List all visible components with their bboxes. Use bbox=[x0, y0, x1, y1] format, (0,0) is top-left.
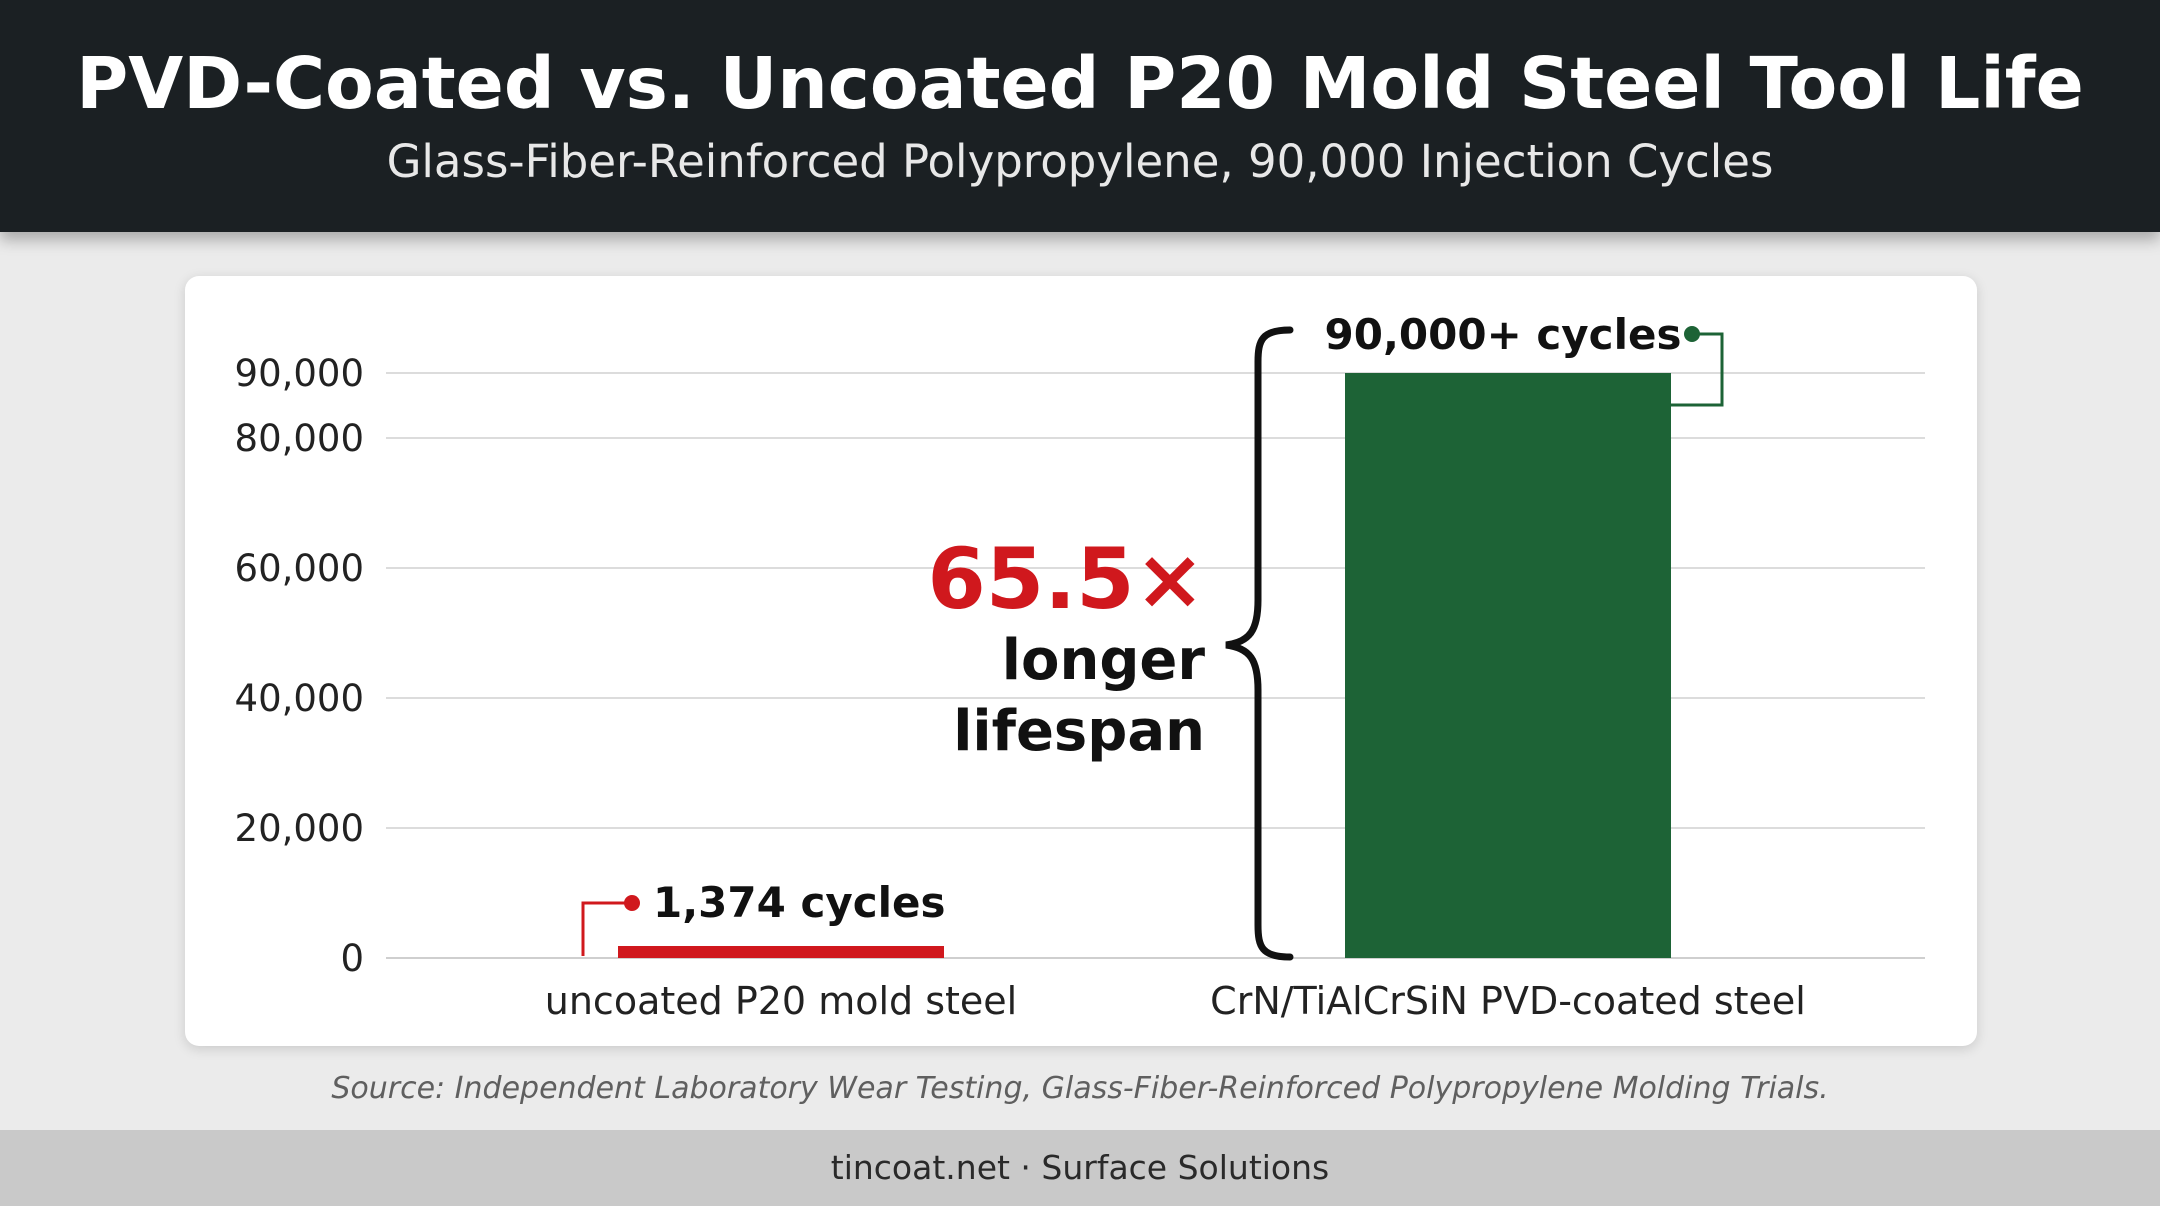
multiplier-value: 65.5× bbox=[927, 530, 1205, 628]
y-tick-label: 60,000 bbox=[235, 547, 364, 590]
x-axis-categories: uncoated P20 mold steel CrN/TiAlCrSiN PVD… bbox=[545, 979, 1806, 1023]
curly-brace bbox=[1225, 326, 1294, 961]
footer-bar: tincoat.net · Surface Solutions bbox=[0, 1130, 2160, 1206]
value-label-coated: 90,000+ cycles bbox=[1325, 310, 1682, 359]
callout-line-coated bbox=[1671, 332, 1724, 407]
source-note: Source: Independent Laboratory Wear Test… bbox=[331, 1071, 1829, 1106]
bars bbox=[618, 373, 1671, 958]
callout-dot-uncoated bbox=[624, 895, 640, 911]
y-tick-label: 20,000 bbox=[235, 807, 364, 850]
annotation-line-2: lifespan bbox=[953, 699, 1205, 764]
chart-subtitle: Glass-Fiber-Reinforced Polypropylene, 90… bbox=[386, 135, 1774, 188]
bar-uncoated bbox=[618, 946, 944, 958]
annotation-line-1: longer bbox=[1002, 628, 1206, 693]
callout-dot-coated bbox=[1684, 326, 1700, 342]
x-category-label: uncoated P20 mold steel bbox=[545, 979, 1017, 1023]
y-tick-label: 90,000 bbox=[235, 352, 364, 395]
chart-title: PVD-Coated vs. Uncoated P20 Mold Steel T… bbox=[76, 42, 2084, 125]
value-labels: 1,374 cycles 90,000+ cycles bbox=[581, 310, 1724, 956]
bar-pvd-coated bbox=[1345, 373, 1671, 958]
y-axis-ticks: 0 20,000 40,000 60,000 80,000 90,000 bbox=[235, 352, 364, 980]
y-tick-label: 0 bbox=[340, 937, 364, 980]
x-category-label: CrN/TiAlCrSiN PVD-coated steel bbox=[1210, 979, 1806, 1023]
y-tick-label: 40,000 bbox=[235, 677, 364, 720]
footer-text: tincoat.net · Surface Solutions bbox=[830, 1148, 1330, 1187]
value-label-uncoated: 1,374 cycles bbox=[653, 878, 946, 927]
y-tick-label: 80,000 bbox=[235, 417, 364, 460]
callout-line-uncoated bbox=[581, 901, 632, 956]
chart-header: PVD-Coated vs. Uncoated P20 Mold Steel T… bbox=[0, 0, 2160, 232]
